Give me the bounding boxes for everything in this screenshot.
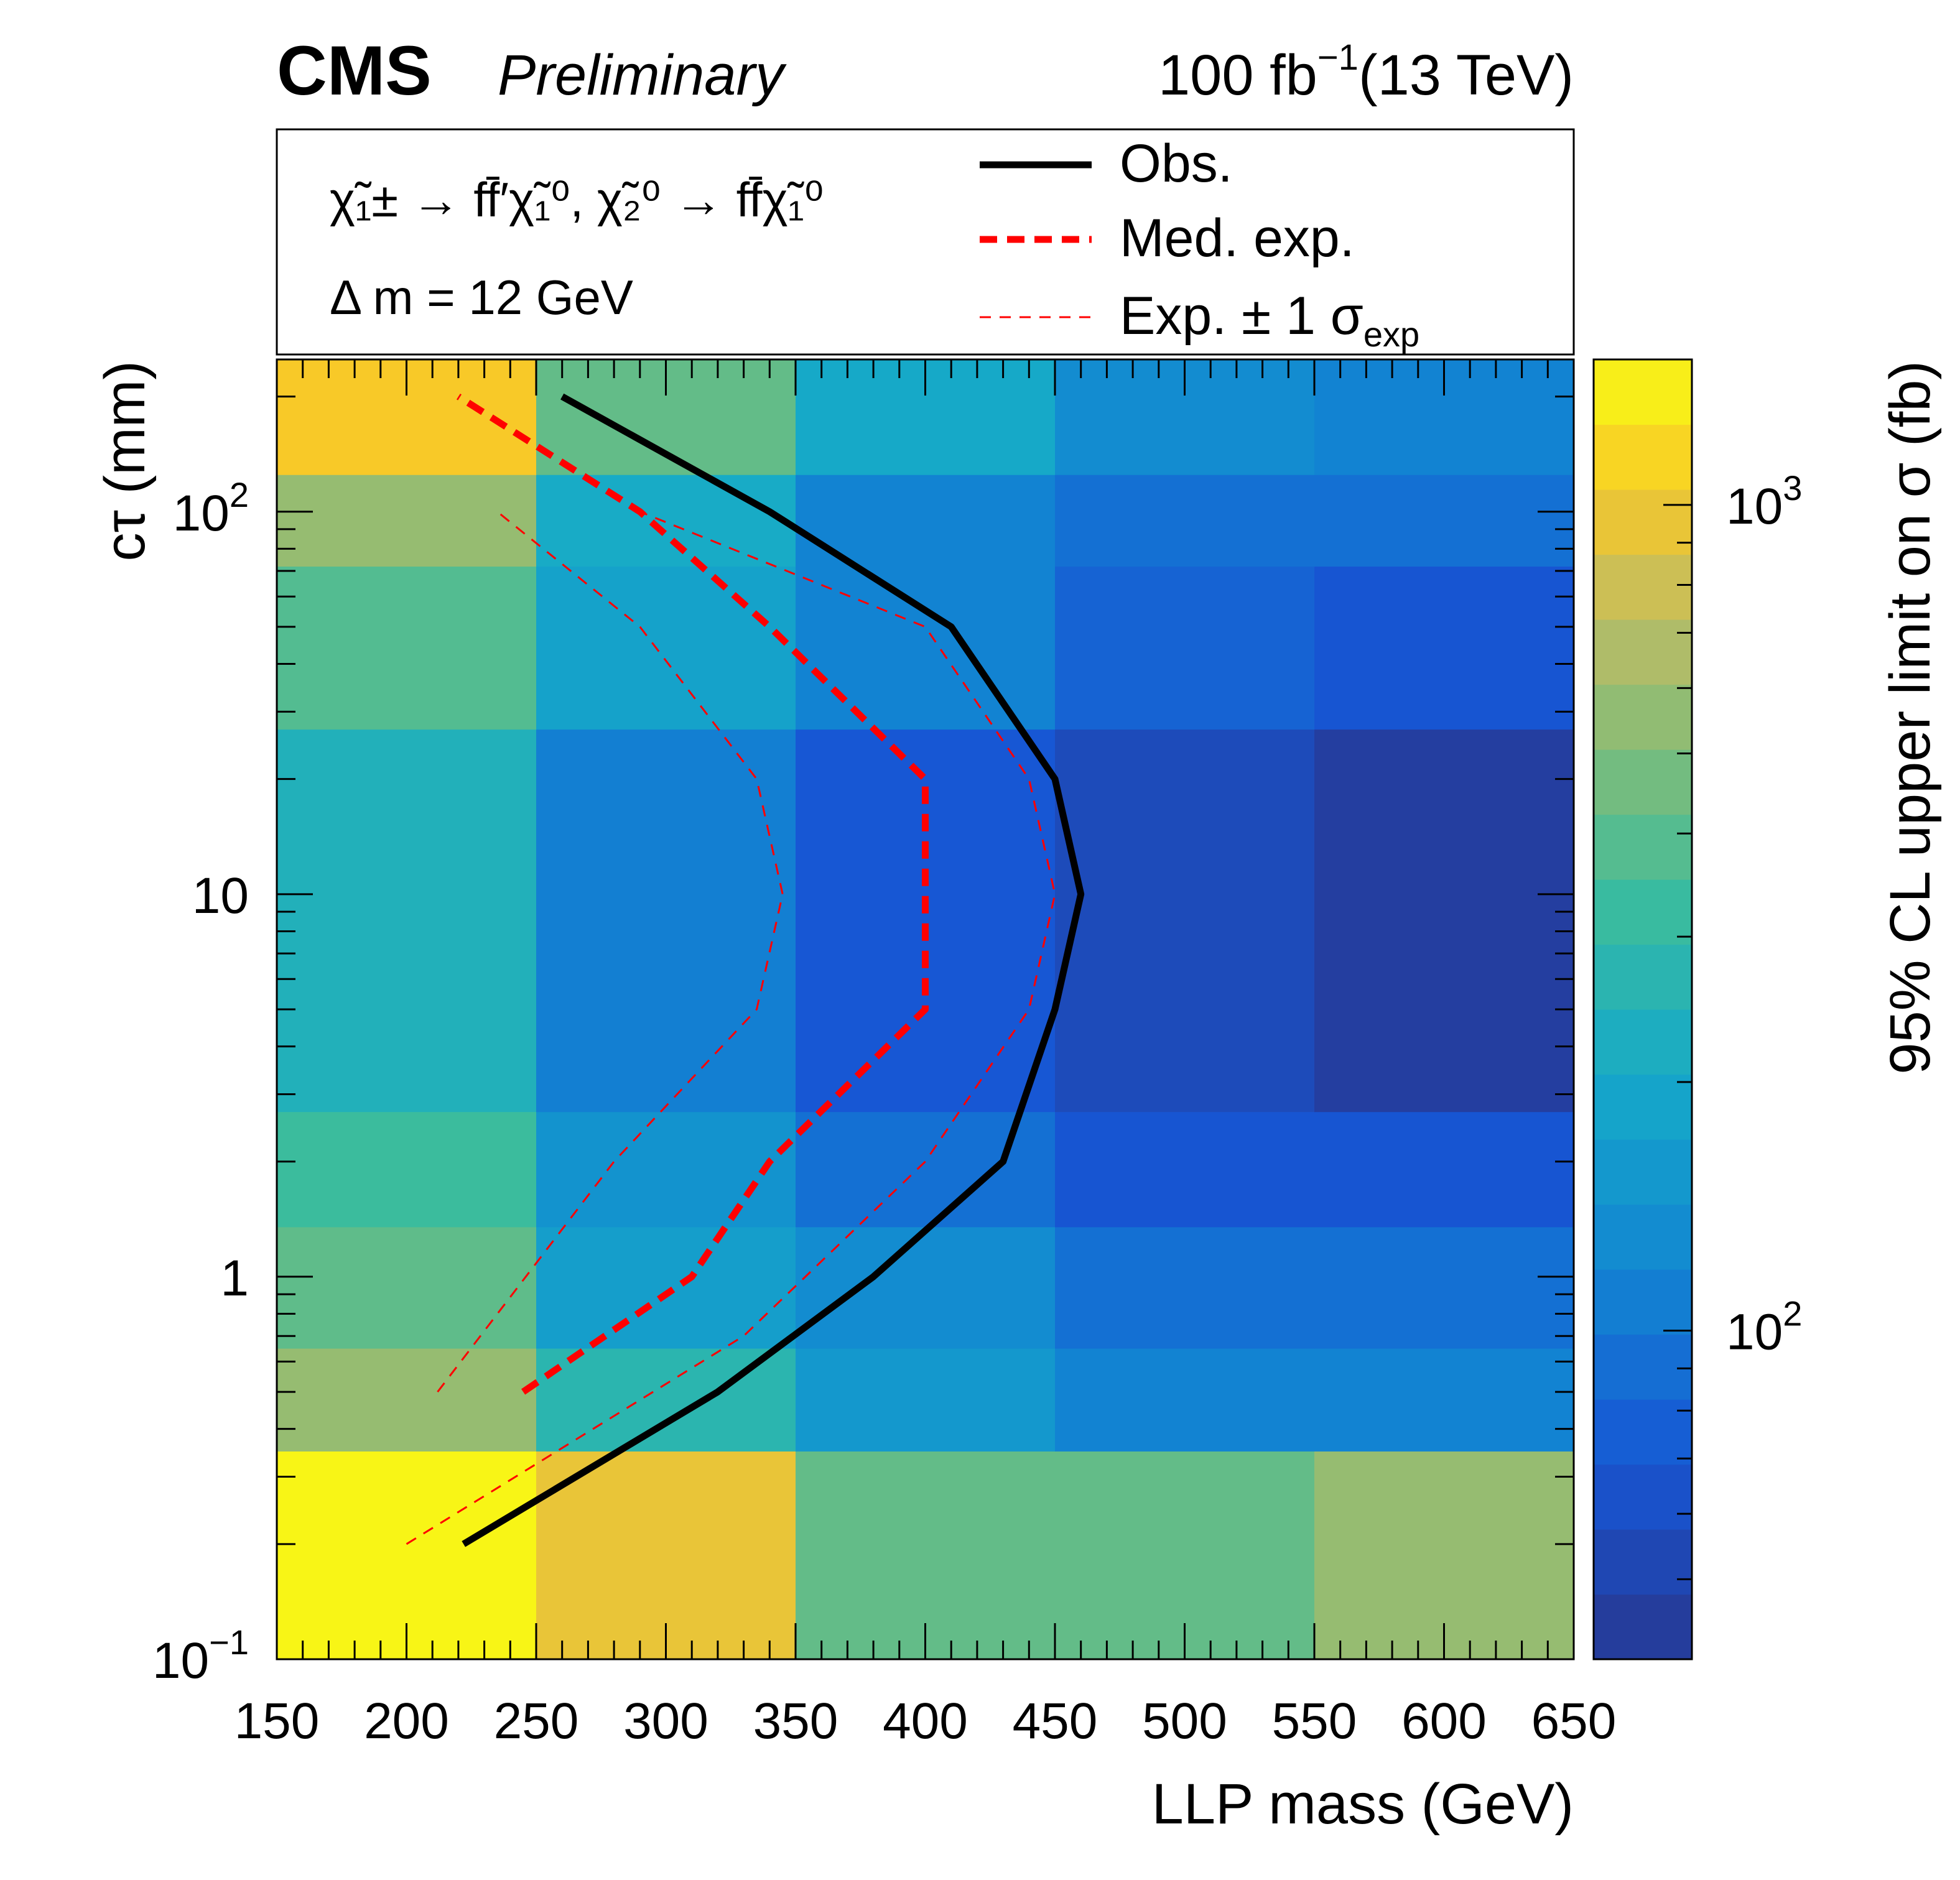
heatmap-cell bbox=[1055, 1226, 1315, 1349]
heatmap-cell bbox=[1314, 1226, 1574, 1349]
heatmap-cell bbox=[277, 729, 537, 1113]
legend-band-label: Exp. ± 1 σexp bbox=[1120, 286, 1419, 354]
heatmap-cell bbox=[1314, 475, 1574, 567]
colorbar-step bbox=[1594, 1269, 1692, 1335]
heatmap-cell bbox=[796, 475, 1056, 567]
heatmap-cell bbox=[277, 1348, 537, 1452]
heatmap-cell bbox=[277, 1226, 537, 1349]
colorbar-step bbox=[1594, 1464, 1692, 1530]
colorbar-step bbox=[1594, 1399, 1692, 1465]
heatmap-cell bbox=[1055, 1111, 1315, 1228]
colorbar-tick-label: 102 bbox=[1726, 1294, 1802, 1361]
colorbar-step bbox=[1594, 1204, 1692, 1270]
heatmap-cell bbox=[796, 1348, 1056, 1452]
heatmap-cell bbox=[536, 475, 796, 567]
heatmap-cell bbox=[796, 566, 1056, 730]
axes: 150 200 250 300 350 400 450 500 550 600 650 10−1 1 10… bbox=[152, 358, 1617, 1749]
x-tick-label: 250 bbox=[494, 1693, 579, 1749]
y-axis-title: cτ (mm) bbox=[93, 361, 157, 561]
heatmap-cell bbox=[277, 566, 537, 730]
colorbar-tick-label: 103 bbox=[1726, 468, 1802, 535]
heatmap-cell bbox=[536, 1111, 796, 1228]
heatmap-cell bbox=[1055, 1348, 1315, 1452]
x-tick-label: 500 bbox=[1142, 1693, 1227, 1749]
x-tick-label: 550 bbox=[1272, 1693, 1357, 1749]
median-expected-curve bbox=[456, 393, 929, 1395]
heatmap-cell bbox=[1314, 1348, 1574, 1452]
colorbar-step bbox=[1594, 944, 1692, 1010]
legend-obs-label: Obs. bbox=[1120, 134, 1233, 193]
experiment-label: CMS bbox=[277, 32, 432, 109]
y-tick-label: 10 bbox=[192, 868, 249, 924]
colorbar-frame bbox=[1592, 358, 1693, 1660]
heatmap-cells bbox=[277, 359, 1574, 1660]
colorbar-step bbox=[1594, 1594, 1692, 1660]
x-tick-label: 600 bbox=[1401, 1693, 1487, 1749]
x-tick-label: 650 bbox=[1531, 1693, 1617, 1749]
luminosity-label: 100 fb−1(13 TeV) bbox=[1158, 37, 1574, 107]
legend-box bbox=[276, 128, 1575, 356]
colorbar-step bbox=[1594, 1009, 1692, 1075]
expected-minus-1sigma-curve bbox=[437, 511, 784, 1393]
y-tick-label: 1 bbox=[220, 1250, 249, 1307]
status-label: Preliminary bbox=[498, 44, 787, 107]
colorbar-step bbox=[1594, 814, 1692, 880]
colorbar-step bbox=[1594, 554, 1692, 620]
x-tick-label: 200 bbox=[364, 1693, 449, 1749]
heatmap-cell bbox=[536, 729, 796, 1113]
colorbar-step bbox=[1594, 424, 1692, 490]
colorbar-step bbox=[1594, 1074, 1692, 1140]
colorbar-step bbox=[1594, 359, 1692, 425]
x-tick-label: 150 bbox=[235, 1693, 320, 1749]
colorbar-step bbox=[1594, 1139, 1692, 1205]
heatmap-cell bbox=[1055, 729, 1315, 1113]
limit-curves bbox=[406, 393, 1085, 1547]
colorbar-step bbox=[1594, 1334, 1692, 1400]
colorbar-step bbox=[1594, 879, 1692, 945]
heatmap-cell bbox=[536, 566, 796, 730]
heatmap-cell bbox=[277, 475, 537, 567]
z-axis-title: 95% CL upper limit on σ (fb) bbox=[1879, 361, 1942, 1075]
heatmap-cell bbox=[1055, 475, 1315, 567]
colorbar-step bbox=[1594, 619, 1692, 685]
heatmap-cell bbox=[1055, 566, 1315, 730]
heatmap-cell bbox=[536, 1226, 796, 1349]
heatmap-cell bbox=[1314, 729, 1574, 1113]
expected-plus-1sigma-curve bbox=[406, 511, 1056, 1545]
observed-limit-curve bbox=[462, 393, 1085, 1547]
colorbar-step bbox=[1594, 749, 1692, 815]
heatmap-cell bbox=[1314, 566, 1574, 730]
heatmap-cell bbox=[796, 1226, 1056, 1349]
colorbar: 102 103 bbox=[1592, 358, 1802, 1660]
heatmap-cell bbox=[277, 1111, 537, 1228]
x-tick-label: 400 bbox=[883, 1693, 968, 1749]
x-tick-label: 450 bbox=[1013, 1693, 1098, 1749]
colorbar-step bbox=[1594, 1529, 1692, 1595]
heatmap-cell bbox=[1314, 1111, 1574, 1228]
colorbar-step bbox=[1594, 684, 1692, 750]
x-axis-title: LLP mass (GeV) bbox=[1152, 1772, 1574, 1836]
process-label: χ̃₁± → ff̄′χ̃₁⁰, χ̃₂⁰ → ff̄χ̃₁⁰ bbox=[330, 172, 824, 227]
y-tick-label: 10−1 bbox=[152, 1623, 249, 1689]
x-tick-label: 350 bbox=[753, 1693, 838, 1749]
legend-median-label: Med. exp. bbox=[1120, 208, 1355, 268]
y-tick-label: 102 bbox=[173, 475, 249, 542]
colorbar-step bbox=[1594, 489, 1692, 555]
x-tick-label: 300 bbox=[623, 1693, 708, 1749]
delta-m-label: Δ m = 12 GeV bbox=[330, 270, 633, 325]
